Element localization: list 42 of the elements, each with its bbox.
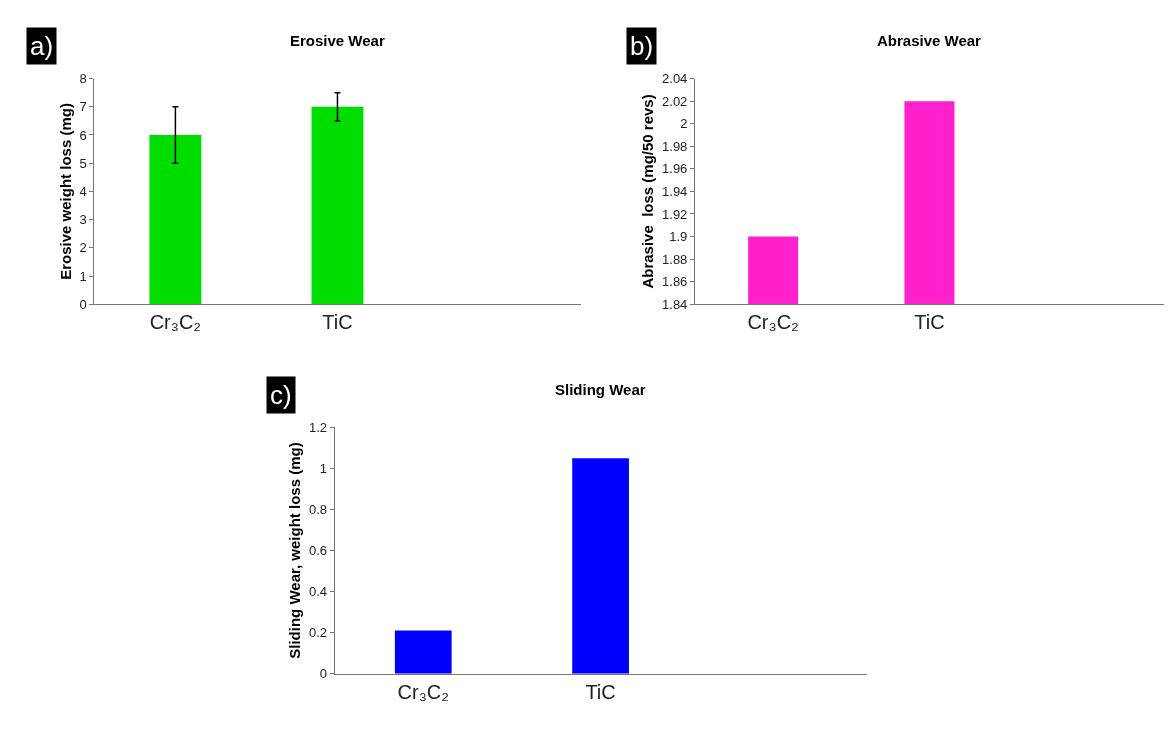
y-tick-label: 1.96 bbox=[662, 161, 688, 177]
text: b) bbox=[630, 31, 654, 61]
x-tick-label: TiC bbox=[585, 680, 616, 703]
y-tick-label: 1.92 bbox=[662, 206, 688, 222]
y-tick-label: 2 bbox=[680, 116, 688, 132]
chart-title: Sliding Wear bbox=[555, 381, 646, 398]
y-tick-label: 0.2 bbox=[308, 625, 327, 641]
y-tick-label: 7 bbox=[79, 99, 87, 115]
y-tick-label: 1.88 bbox=[662, 251, 688, 267]
y-axis-title: Erosive weight loss (mg) bbox=[56, 103, 74, 280]
y-tick-label: 5 bbox=[79, 155, 87, 171]
y-tick-label: 4 bbox=[79, 183, 87, 199]
y-tick-label: 1 bbox=[79, 268, 87, 284]
y-tick-label: 0 bbox=[79, 296, 87, 312]
y-tick-label: 0.6 bbox=[308, 543, 327, 559]
y-tick-label: 1.86 bbox=[662, 274, 688, 290]
chart-title: Abrasive Wear bbox=[877, 32, 982, 49]
y-tick-label: 2.02 bbox=[662, 93, 688, 109]
y-tick-label: 0.4 bbox=[308, 584, 327, 600]
y-tick-label: 2 bbox=[79, 240, 87, 256]
y-tick-label: 2.04 bbox=[662, 71, 688, 87]
y-tick-label: 8 bbox=[79, 71, 87, 87]
y-tick-label: 1 bbox=[319, 460, 327, 476]
y-tick-label: 0 bbox=[319, 666, 327, 682]
x-tick-label: Cr₃C₂ bbox=[747, 311, 799, 334]
y-tick-label: 1.98 bbox=[662, 138, 688, 154]
y-axis-title: Sliding Wear, weight loss (mg) bbox=[286, 442, 304, 659]
x-tick-label: Cr₃C₂ bbox=[397, 680, 449, 703]
y-tick-label: 6 bbox=[79, 127, 87, 143]
y-tick-label: 1.9 bbox=[669, 229, 688, 245]
x-tick-label: TiC bbox=[322, 311, 353, 334]
text: a) bbox=[30, 31, 54, 61]
text: c) bbox=[270, 380, 292, 410]
y-tick-label: 1.84 bbox=[662, 296, 688, 312]
y-tick-label: 3 bbox=[79, 212, 87, 228]
chart-title: Erosive Wear bbox=[290, 32, 385, 49]
y-tick-label: 1.94 bbox=[662, 183, 688, 199]
y-axis-title: Abrasive loss (mg/50 revs) bbox=[639, 94, 657, 289]
y-tick-label: 0.8 bbox=[308, 502, 327, 518]
x-tick-label: TiC bbox=[914, 311, 945, 334]
y-tick-label: 1.2 bbox=[308, 419, 327, 435]
x-tick-label: Cr₃C₂ bbox=[149, 311, 202, 334]
